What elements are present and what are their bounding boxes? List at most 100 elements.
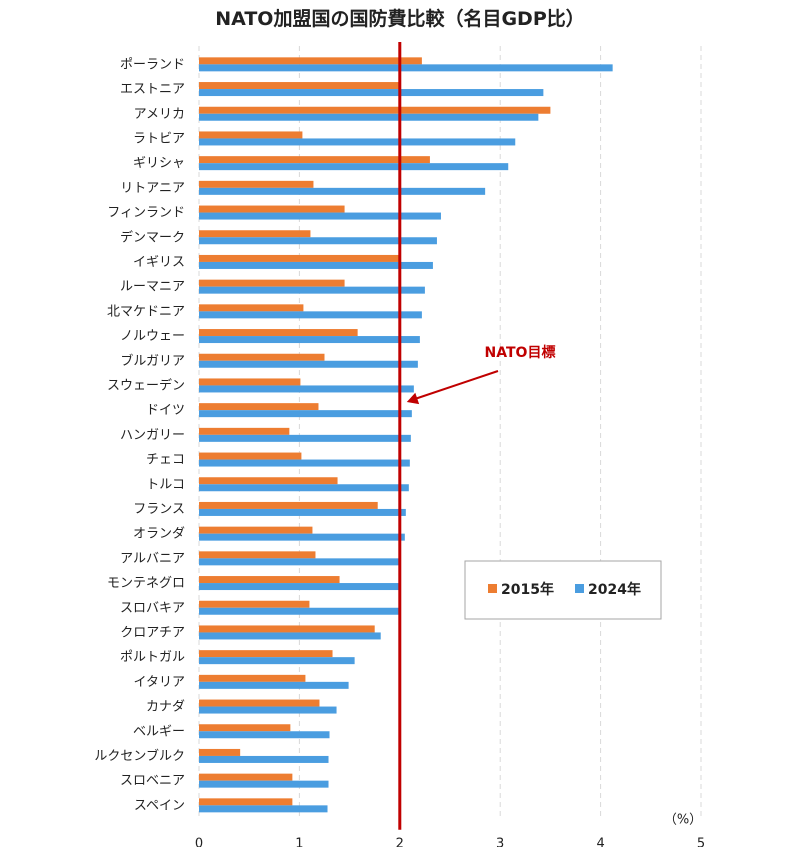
category-label: リトアニア <box>120 181 185 196</box>
bar-2024 <box>199 607 400 615</box>
bar-2015 <box>199 477 338 485</box>
category-label: ラトビア <box>133 131 185 146</box>
bar-2024 <box>199 706 337 714</box>
bar-2024 <box>199 533 405 541</box>
bar-2024 <box>199 731 330 739</box>
nato-target-label: NATO目標 <box>485 344 556 361</box>
bar-2024 <box>199 508 406 516</box>
bar-2015 <box>199 699 320 707</box>
bar-2024 <box>199 336 420 344</box>
bar-2015 <box>199 650 333 658</box>
bar-2024 <box>199 311 422 319</box>
bar-2015 <box>199 180 314 188</box>
bar-2024 <box>199 805 328 813</box>
bar-2015 <box>199 551 316 559</box>
bar-2015 <box>199 230 311 238</box>
chart-title: NATO加盟国の国防費比較（名目GDP比） <box>215 8 585 30</box>
category-label: 北マケドニア <box>107 304 185 319</box>
category-label: アメリカ <box>134 107 185 122</box>
x-tick-label: 4 <box>596 837 604 847</box>
category-label: ルーマニア <box>120 280 185 295</box>
category-label: フィンランド <box>107 206 185 221</box>
category-labels: ポーランドエストニアアメリカラトビアギリシャリトアニアフィンランドデンマークイギ… <box>94 57 185 813</box>
bar-2024 <box>199 187 486 195</box>
category-label: ノルウェー <box>120 329 185 344</box>
category-label: トルコ <box>146 477 185 492</box>
category-label: カナダ <box>146 700 185 715</box>
bar-2024 <box>199 64 613 72</box>
reference-line-group: NATO目標 <box>398 42 556 830</box>
bar-2015 <box>199 526 313 534</box>
bar-2015 <box>199 205 345 213</box>
x-tick-label: 1 <box>295 837 303 847</box>
bar-2024 <box>199 113 539 121</box>
bar-2024 <box>199 360 418 368</box>
category-label: チェコ <box>146 453 185 468</box>
legend: 2015年 2024年 <box>464 560 662 620</box>
x-tick-label: 3 <box>496 837 504 847</box>
category-label: スウェーデン <box>107 377 185 393</box>
bar-2015 <box>199 156 430 164</box>
legend-swatch <box>575 584 584 593</box>
category-label: アルバニア <box>120 551 185 566</box>
bar-2024 <box>199 558 400 566</box>
category-label: ギリシャ <box>133 156 185 171</box>
bar-2015 <box>199 724 291 732</box>
annotation-arrow-shaft <box>414 370 499 400</box>
category-label: ルクセンブルク <box>94 748 185 764</box>
x-axis-ticks: 0 1 2 3 4 5 （%） <box>195 813 705 847</box>
category-label: オランダ <box>133 527 185 542</box>
bar-2024 <box>199 410 412 418</box>
category-label: デンマーク <box>120 229 185 245</box>
category-label: エストニア <box>120 82 185 97</box>
bar-2024 <box>199 89 544 97</box>
legend-swatch <box>488 584 497 593</box>
bar-2015 <box>199 57 422 65</box>
category-label: スペイン <box>134 798 185 813</box>
bar-2024 <box>199 163 509 171</box>
category-label: スロベニア <box>120 774 185 789</box>
x-tick-label: 2 <box>396 837 404 847</box>
bar-2024 <box>199 286 425 294</box>
bar-2015 <box>199 329 358 337</box>
bar-2024 <box>199 681 349 689</box>
category-label: モンテネグロ <box>107 576 185 591</box>
bar-2015 <box>199 674 306 682</box>
bar-2015 <box>199 279 345 287</box>
bar-2024 <box>199 459 410 467</box>
x-tick-label: 5 <box>697 837 705 847</box>
legend-box <box>464 560 662 620</box>
bar-2024 <box>199 484 409 492</box>
bar-2015 <box>199 576 340 584</box>
bar-2015 <box>199 501 378 509</box>
bar-2015 <box>199 798 293 806</box>
bar-2015 <box>199 600 310 608</box>
category-label: イタリア <box>134 675 185 690</box>
bar-2015 <box>199 452 302 460</box>
bar-2024 <box>199 780 329 788</box>
bar-2015 <box>199 82 401 90</box>
bar-2024 <box>199 583 400 591</box>
bar-2015 <box>199 106 551 114</box>
bar-2024 <box>199 632 381 640</box>
bar-2015 <box>199 254 401 262</box>
bar-2024 <box>199 434 411 442</box>
bar-2015 <box>199 625 375 633</box>
bars <box>199 57 613 813</box>
annotation-arrow-head <box>406 392 420 405</box>
bar-2015 <box>199 427 290 435</box>
bar-2015 <box>199 131 303 139</box>
bar-2015 <box>199 378 301 386</box>
bar-2015 <box>199 304 304 312</box>
bar-2024 <box>199 237 437 245</box>
bar-2015 <box>199 353 325 361</box>
bar-2024 <box>199 657 355 665</box>
bar-2024 <box>199 212 441 220</box>
bar-2024 <box>199 755 329 763</box>
category-label: ポーランド <box>120 57 185 72</box>
bar-2015 <box>199 403 319 411</box>
category-label: ハンガリー <box>120 428 185 443</box>
bar-2015 <box>199 773 293 781</box>
category-label: イギリス <box>133 255 185 270</box>
